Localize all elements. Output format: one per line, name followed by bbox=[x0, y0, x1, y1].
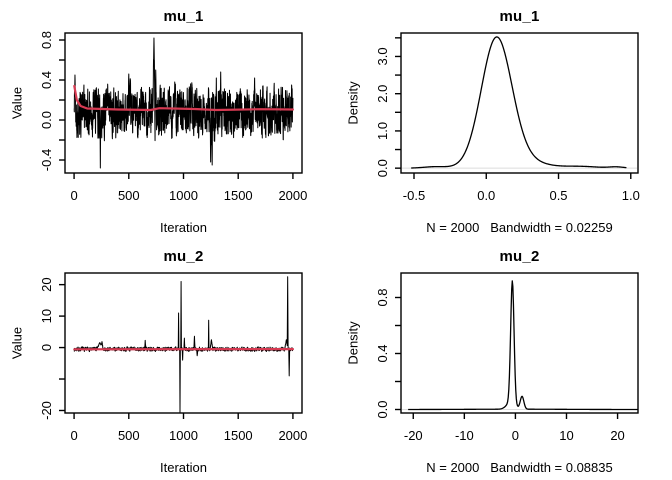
trace-line bbox=[73, 37, 294, 169]
panel-title: mu_2 bbox=[499, 248, 540, 265]
y-axis-label: Density bbox=[345, 81, 361, 125]
x-tick-label: 500 bbox=[118, 428, 140, 443]
x-tick-label: 20 bbox=[610, 428, 624, 443]
x-tick-label: 1500 bbox=[224, 428, 253, 443]
panel-title: mu_1 bbox=[499, 8, 540, 25]
x-tick-label: -10 bbox=[455, 428, 474, 443]
x-tick-label: 2000 bbox=[278, 188, 307, 203]
y-axis-label: Value bbox=[9, 326, 25, 360]
x-tick-label: -20 bbox=[404, 428, 423, 443]
y-axis-label: Value bbox=[9, 86, 25, 120]
y-tick-label: 0.8 bbox=[375, 288, 390, 306]
y-tick-label: 1.0 bbox=[375, 122, 390, 140]
y-tick-label: 0.4 bbox=[375, 344, 390, 362]
x-tick-label: 10 bbox=[559, 428, 573, 443]
y-tick-label: 0.8 bbox=[39, 31, 54, 49]
x-tick-label: 1000 bbox=[169, 188, 198, 203]
panel-mu1-density: -0.5 0.0 0.5 1.0 0.0 1.0 2.0 3.0 mu_1 Density N… bbox=[336, 0, 672, 240]
y-tick-label: 2.0 bbox=[375, 85, 390, 103]
panel-title: mu_1 bbox=[163, 8, 204, 25]
x-axis-label: N = 2000 Bandwidth = 0.02259 bbox=[426, 220, 613, 235]
density-curve bbox=[408, 280, 638, 411]
panel-title: mu_2 bbox=[163, 248, 204, 265]
x-tick-label: 0.5 bbox=[549, 188, 567, 203]
trace-line bbox=[73, 276, 294, 413]
x-tick-label: -0.5 bbox=[403, 188, 425, 203]
x-tick-label: 0 bbox=[70, 188, 77, 203]
plot-area-mu2-density: -20 -10 0 10 20 0.0 0.4 0.8 bbox=[375, 272, 639, 443]
x-tick-label: 0.0 bbox=[477, 188, 495, 203]
x-tick-label: 500 bbox=[118, 188, 140, 203]
x-tick-label: 0 bbox=[70, 428, 77, 443]
y-tick-label: 0.4 bbox=[39, 71, 54, 89]
y-tick-label: 20 bbox=[39, 277, 54, 291]
y-tick-label: 3.0 bbox=[375, 47, 390, 65]
y-tick-label: 0.0 bbox=[39, 111, 54, 129]
x-tick-label: 1000 bbox=[169, 428, 198, 443]
y-axis-label: Density bbox=[345, 321, 361, 365]
y-tick-label: 0 bbox=[39, 344, 54, 351]
x-axis-label: Iteration bbox=[160, 220, 207, 235]
y-tick-label: 10 bbox=[39, 309, 54, 323]
plot-area-mu1-trace: 0 500 1000 1500 2000 -0.4 0.0 0.4 0.8 bbox=[39, 31, 307, 203]
x-axis-label: N = 2000 Bandwidth = 0.08835 bbox=[426, 460, 613, 475]
x-tick-label: 2000 bbox=[278, 428, 307, 443]
panel-mu2-density: -20 -10 0 10 20 0.0 0.4 0.8 mu_2 Density N = 20… bbox=[336, 240, 672, 480]
panel-mu1-trace: 0 500 1000 1500 2000 -0.4 0.0 0.4 0.8 mu_1 Value… bbox=[0, 0, 336, 240]
x-tick-label: 0 bbox=[512, 428, 519, 443]
x-tick-label: 1500 bbox=[224, 188, 253, 203]
mean-line bbox=[73, 84, 295, 112]
y-tick-label: 0.0 bbox=[375, 159, 390, 177]
y-tick-label: 0.0 bbox=[375, 400, 390, 418]
plot-box bbox=[400, 32, 639, 174]
x-tick-label: 1.0 bbox=[622, 188, 640, 203]
y-tick-label: -0.4 bbox=[39, 149, 54, 171]
y-tick-label: -20 bbox=[39, 401, 54, 420]
density-curve bbox=[411, 36, 627, 169]
plot-area-mu2-trace: 0 500 1000 1500 2000 -20 0 10 20 bbox=[39, 272, 307, 443]
plot-box bbox=[400, 272, 639, 414]
panel-mu2-trace: 0 500 1000 1500 2000 -20 0 10 20 mu_2 Value Iter… bbox=[0, 240, 336, 480]
x-axis-label: Iteration bbox=[160, 460, 207, 475]
plot-area-mu1-density: -0.5 0.0 0.5 1.0 0.0 1.0 2.0 3.0 bbox=[375, 32, 640, 203]
